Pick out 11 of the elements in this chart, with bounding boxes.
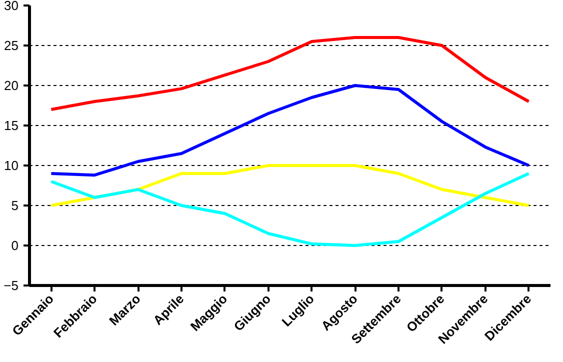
y-tick-label: 30: [4, 0, 19, 13]
y-tick-label: −5: [4, 278, 19, 293]
y-tick-label: 15: [4, 118, 19, 133]
line-series: [50, 172, 530, 247]
y-tick-label: 0: [11, 238, 19, 253]
line-series: [50, 84, 530, 177]
line-series: [50, 36, 530, 111]
y-tick-label: 5: [11, 198, 19, 213]
y-tick-label: 10: [4, 158, 19, 173]
y-tick-label: 25: [4, 38, 19, 53]
y-tick-label: 20: [4, 78, 19, 93]
